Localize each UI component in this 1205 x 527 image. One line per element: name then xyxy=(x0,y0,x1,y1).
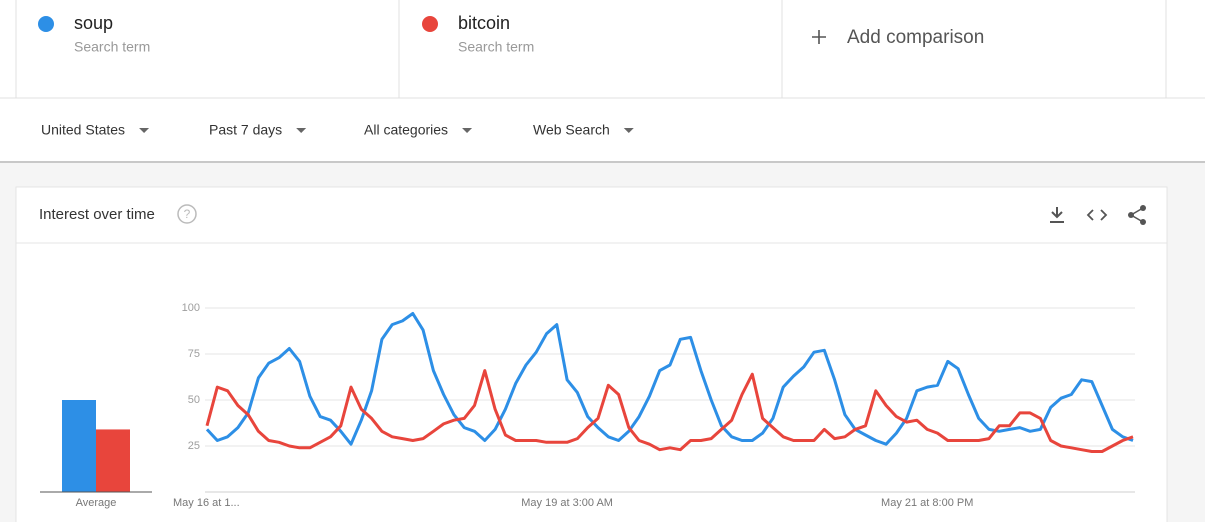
chart: 25 50 75 100 May 16 at 1... May 19 at 3:00 AM… xyxy=(40,302,1135,509)
filter-label[interactable]: Web Search xyxy=(533,122,610,138)
filter-dropdown[interactable]: Past 7 days xyxy=(209,122,307,138)
share-icon[interactable] xyxy=(1128,205,1146,225)
add-comparison-label[interactable]: Add comparison xyxy=(847,27,984,48)
plus-icon xyxy=(812,30,826,44)
filter-bar xyxy=(0,99,1205,162)
dropdown-arrow xyxy=(139,128,150,133)
help-glyph: ? xyxy=(184,207,191,221)
average-bar xyxy=(62,400,96,492)
y-tick-label: 100 xyxy=(182,302,200,314)
x-tick-label: May 21 at 8:00 PM xyxy=(881,497,973,509)
search-term-caption: Search term xyxy=(74,39,150,55)
average-label: Average xyxy=(76,497,117,509)
download-icon[interactable] xyxy=(1050,207,1064,223)
term-color-dot xyxy=(38,16,54,32)
filter-dropdown[interactable]: United States xyxy=(41,122,150,138)
search-term-caption: Search term xyxy=(458,39,534,55)
help-circle xyxy=(177,204,197,224)
dropdown-arrow xyxy=(462,128,473,133)
help-icon[interactable]: ? xyxy=(177,204,197,224)
filter-label[interactable]: United States xyxy=(41,122,125,138)
add-comparison-button[interactable]: Add comparison xyxy=(812,27,984,48)
card-title: Interest over time xyxy=(39,206,155,223)
series-line xyxy=(205,312,1134,446)
filter-dropdown[interactable]: All categories xyxy=(364,122,473,138)
embed-glyph xyxy=(1086,209,1108,221)
term-color-dot xyxy=(422,16,438,32)
y-tick-label: 25 xyxy=(188,440,200,452)
filter-label[interactable]: Past 7 days xyxy=(209,122,282,138)
series-line xyxy=(205,369,1134,453)
average-bar xyxy=(96,429,130,492)
card xyxy=(15,186,1168,527)
x-tick-label: May 16 at 1... xyxy=(173,497,240,509)
filter-label[interactable]: All categories xyxy=(364,122,448,138)
download-glyph xyxy=(1050,207,1064,223)
y-tick-label: 75 xyxy=(188,348,200,360)
y-tick-label: 50 xyxy=(188,394,200,406)
dropdown-arrow xyxy=(296,128,307,133)
comparison-bar xyxy=(0,0,1205,98)
filters: United States Past 7 days All categories We… xyxy=(41,122,634,138)
embed-icon[interactable] xyxy=(1086,209,1108,221)
x-tick-label: May 19 at 3:00 AM xyxy=(521,497,613,509)
search-term[interactable]: soup xyxy=(74,13,113,33)
share-lines xyxy=(1129,207,1144,223)
search-term[interactable]: bitcoin xyxy=(458,13,510,33)
filter-dropdown[interactable]: Web Search xyxy=(533,122,634,138)
dropdown-arrow xyxy=(623,128,634,133)
